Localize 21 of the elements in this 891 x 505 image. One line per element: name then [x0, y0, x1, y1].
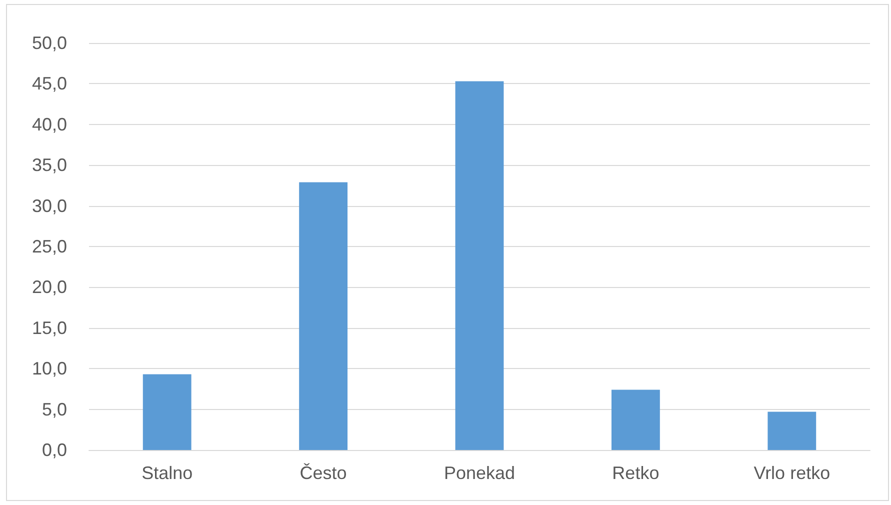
y-tick-label: 35,0 — [32, 155, 67, 176]
bar — [611, 390, 660, 450]
y-tick-label: 40,0 — [32, 114, 67, 134]
y-tick-label: 15,0 — [32, 318, 67, 338]
y-tick-label: 0,0 — [42, 440, 67, 460]
y-tick-label: 5,0 — [42, 399, 67, 420]
y-tick-label: 20,0 — [32, 277, 67, 298]
bar — [768, 412, 816, 450]
x-tick-label: Retko — [612, 463, 660, 483]
y-tick-label: 10,0 — [32, 358, 67, 379]
x-tick-label: Često — [300, 463, 347, 483]
x-tick-label: Ponekad — [444, 463, 516, 483]
bar — [455, 81, 504, 450]
x-tick-label: Vrlo retko — [754, 463, 830, 483]
bar — [142, 374, 192, 450]
y-tick-label: 30,0 — [32, 196, 67, 216]
bar — [299, 182, 348, 450]
y-tick-label: 25,0 — [32, 236, 67, 256]
y-tick-label: 50,0 — [32, 33, 67, 53]
y-tick-label: 45,0 — [32, 74, 67, 94]
x-tick-label: Stalno — [142, 463, 193, 483]
